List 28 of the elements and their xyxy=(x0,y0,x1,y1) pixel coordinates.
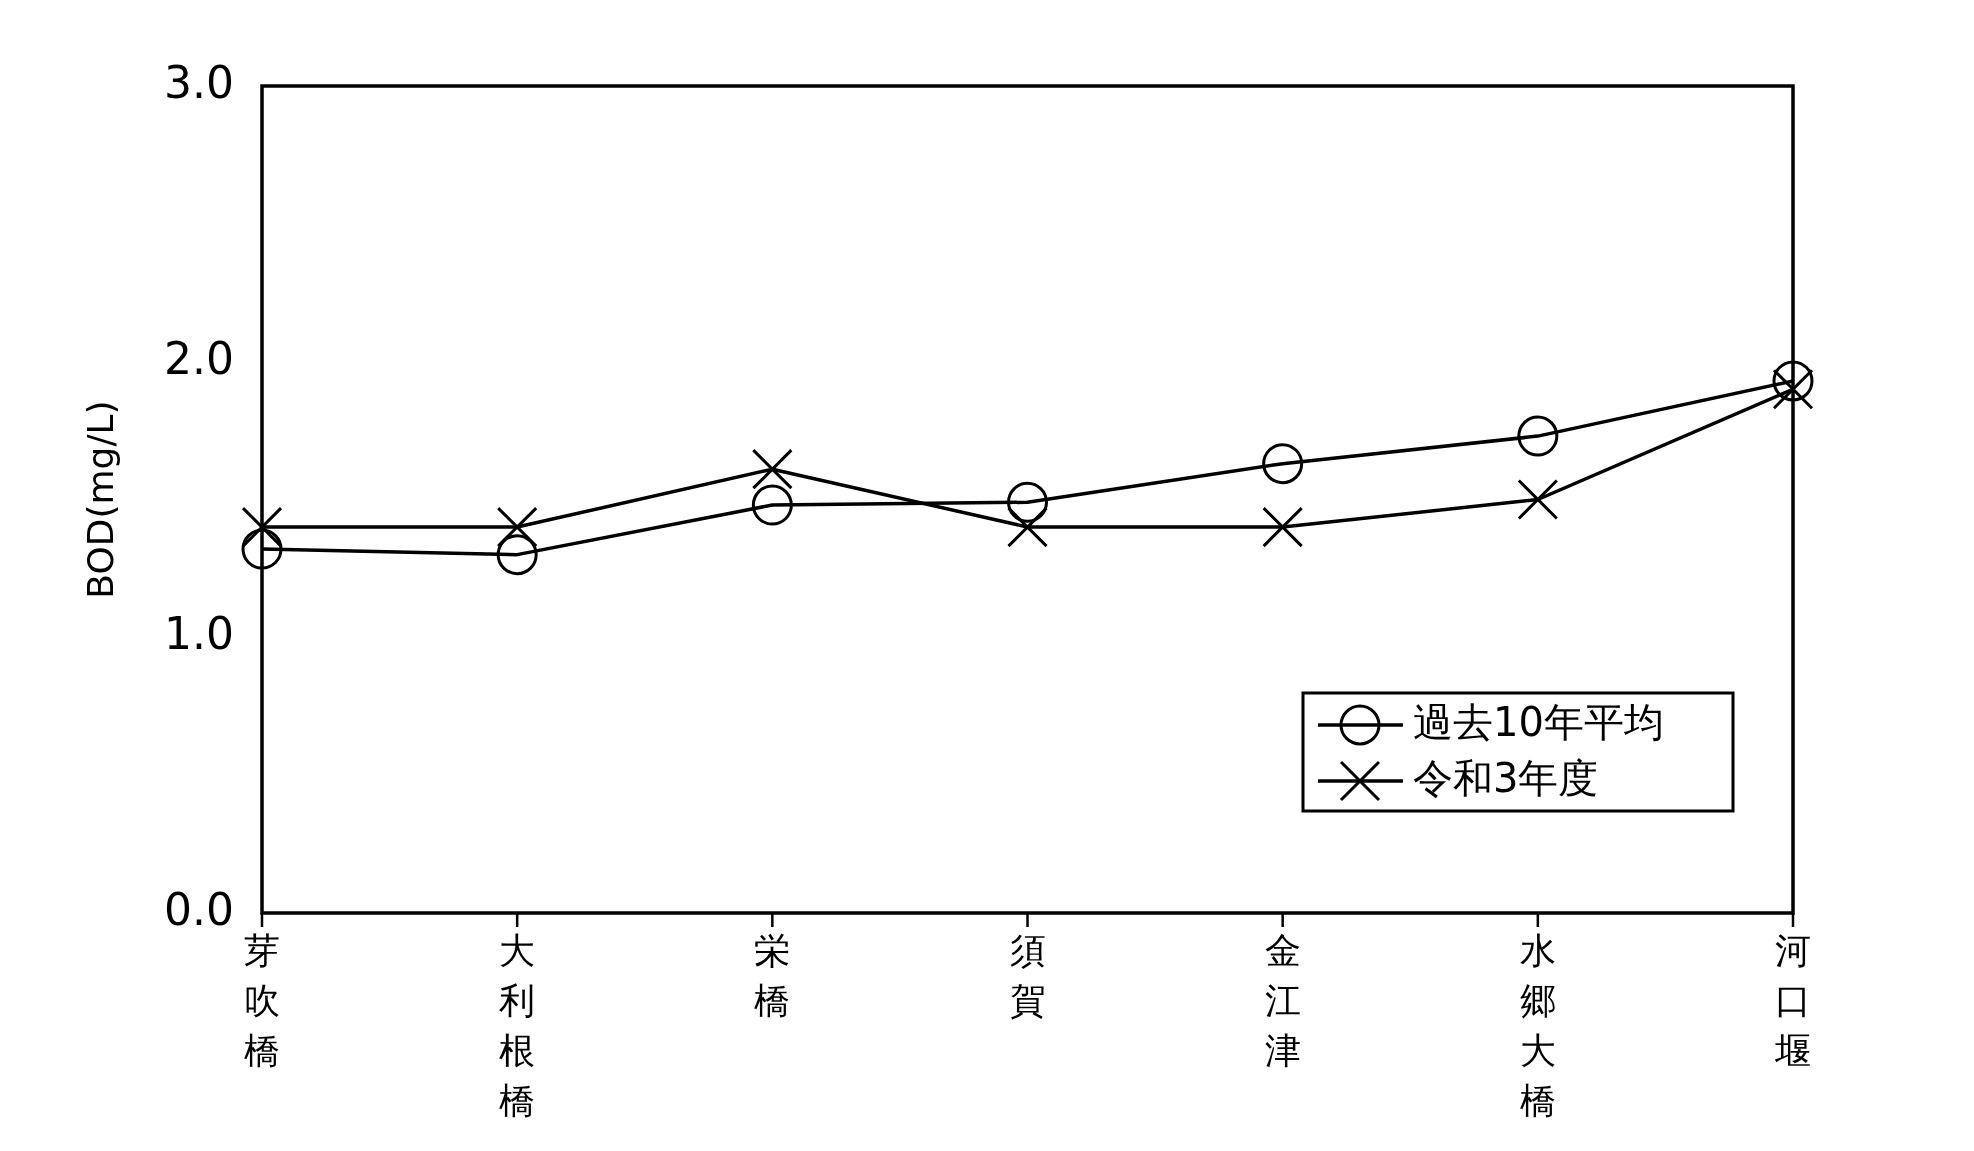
point xyxy=(1007,506,1048,548)
legend-label: 令和3年度 xyxy=(1413,755,1599,801)
x-tick-label: 栄橋 xyxy=(754,930,791,1021)
y-tick-label: 0.0 xyxy=(164,884,234,935)
x-tick-label: 河口堰 xyxy=(1774,930,1811,1071)
point xyxy=(1517,415,1559,457)
point xyxy=(751,484,793,526)
y-axis-title: BOD(mg/L) xyxy=(80,400,121,599)
y-tick-label: 1.0 xyxy=(164,608,234,660)
point xyxy=(1262,443,1304,485)
x-tick-label: 芽吹橋 xyxy=(244,930,280,1071)
x-tick-label: 大利根橋 xyxy=(499,930,536,1121)
point xyxy=(1517,479,1559,520)
point xyxy=(241,528,283,570)
y-tick-label: 3.0 xyxy=(164,57,234,108)
y-tick-label: 2.0 xyxy=(164,332,234,384)
point xyxy=(1772,368,1814,410)
x-tick-label: 金江津 xyxy=(1264,930,1301,1071)
x-tick-label: 須賀 xyxy=(1009,930,1046,1021)
point xyxy=(1262,506,1304,548)
point xyxy=(496,506,538,548)
x-tick-label: 水郷大橋 xyxy=(1519,930,1556,1121)
point xyxy=(1007,481,1048,523)
point xyxy=(496,534,538,576)
point xyxy=(1772,360,1814,402)
point xyxy=(751,448,793,490)
point xyxy=(241,506,283,548)
legend-label: 過去10年平均 xyxy=(1413,699,1664,745)
